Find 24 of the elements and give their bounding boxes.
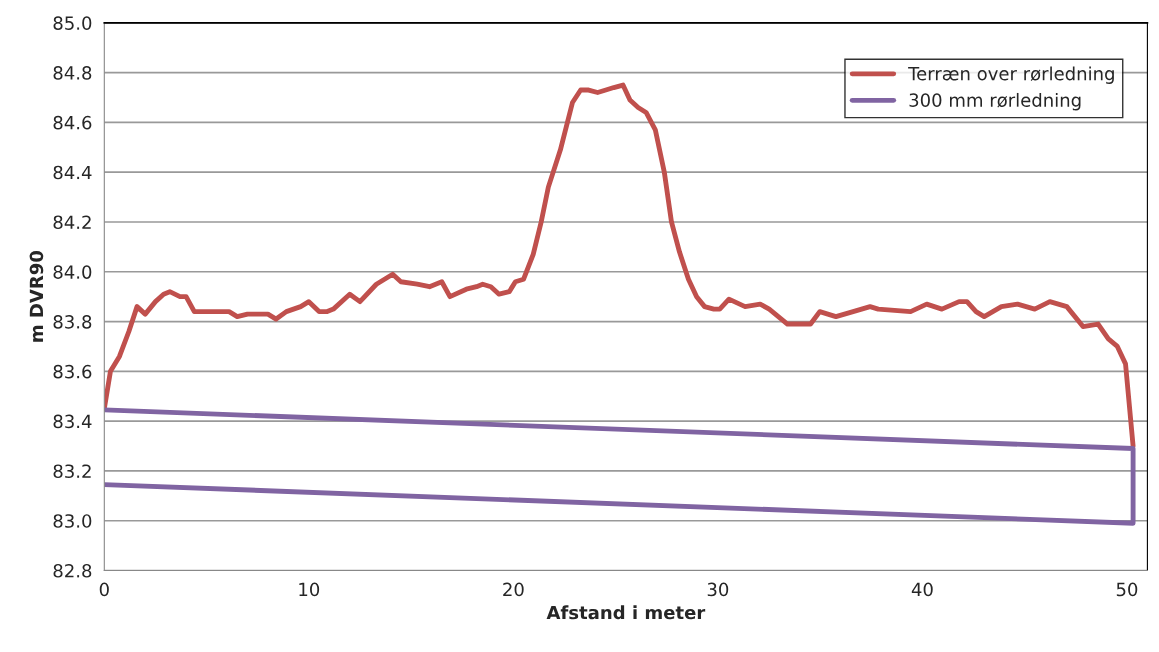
y-tick-label: 83.8	[53, 315, 92, 329]
y-tick-label: 84.0	[53, 265, 92, 279]
y-tick-label: 83.4	[53, 414, 92, 429]
y-tick-label: 85.0	[53, 16, 92, 30]
y-tick-label: 83.6	[53, 364, 92, 379]
legend-label: Terræn over rørledning	[908, 66, 1114, 84]
x-tick-label: 40	[911, 582, 933, 597]
y-tick-label: 84.8	[53, 66, 92, 80]
x-tick-label: 30	[707, 582, 729, 597]
y-tick-label: 84.6	[53, 115, 92, 130]
line-series	[104, 82, 1136, 449]
x-axis-title: Afstand i meter	[546, 605, 706, 620]
y-tick-label: 84.4	[53, 165, 92, 180]
y-tick-label: 83.2	[53, 464, 91, 479]
line-series	[104, 407, 1136, 526]
x-tick-label: 50	[1116, 582, 1138, 597]
x-tick-label: 20	[503, 582, 524, 597]
y-tick-label: 82.8	[53, 563, 92, 578]
x-tick-label: 0	[99, 582, 109, 597]
y-tick-label: 84.2	[53, 215, 91, 230]
y-tick-label: 83.0	[53, 514, 92, 528]
legend-label: 300 mm rørledning	[909, 92, 1081, 111]
x-tick-label: 10	[299, 582, 320, 597]
y-axis-title: m DVR90	[29, 250, 44, 342]
